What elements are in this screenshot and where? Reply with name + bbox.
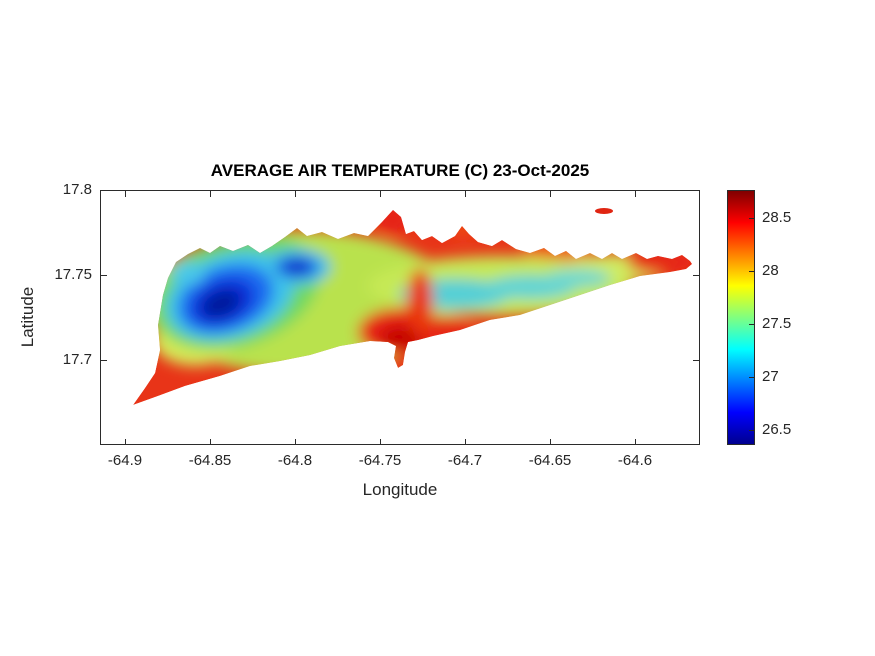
x-tick-label: -64.9 xyxy=(107,452,143,469)
x-tick-mark xyxy=(635,439,636,445)
y-tick-mark xyxy=(101,275,107,276)
blob-cyan-small-west xyxy=(171,261,205,285)
blob-cold-core-north xyxy=(286,261,308,273)
blob-hot-north-protrusion xyxy=(376,210,410,234)
x-tick-mark-top xyxy=(380,191,381,197)
y-tick-label: 17.7 xyxy=(62,351,92,368)
colorbar-tick-mark xyxy=(749,218,754,219)
colorbar-tick-mark xyxy=(749,377,754,378)
colorbar-tick-label: 26.5 xyxy=(762,421,792,438)
y-tick-mark xyxy=(101,190,107,191)
colorbar-tick-mark xyxy=(749,324,754,325)
x-tick-mark xyxy=(550,439,551,445)
x-tick-label: -64.65 xyxy=(528,452,572,469)
x-tick-mark-top xyxy=(635,191,636,197)
x-tick-mark xyxy=(210,439,211,445)
blob-hot-tongue xyxy=(407,268,433,336)
colorbar-tick-label: 27 xyxy=(762,368,779,385)
blob-cold-core xyxy=(201,289,241,319)
colorbar-tick-label: 28 xyxy=(762,262,779,279)
x-tick-mark-top xyxy=(210,191,211,197)
chart-title: AVERAGE AIR TEMPERATURE (C) 23-Oct-2025 xyxy=(210,161,590,180)
x-tick-mark xyxy=(295,439,296,445)
x-tick-mark-top xyxy=(550,191,551,197)
colorbar-tick-mark xyxy=(749,271,754,272)
blob-cyan-central-3 xyxy=(545,269,611,287)
x-tick-label: -64.6 xyxy=(617,452,653,469)
y-tick-label: 17.8 xyxy=(62,181,92,198)
blob-hot-east-tip xyxy=(627,250,692,274)
x-tick-mark xyxy=(125,439,126,445)
island-region xyxy=(133,210,692,405)
y-tick-mark-right xyxy=(693,275,699,276)
x-tick-mark-top xyxy=(295,191,296,197)
blob-hot-north-bump xyxy=(449,219,475,237)
x-tick-label: -64.8 xyxy=(277,452,313,469)
x-tick-label: -64.7 xyxy=(447,452,483,469)
y-axis-label: Latitude xyxy=(18,286,37,348)
x-tick-mark xyxy=(465,439,466,445)
x-tick-mark-top xyxy=(125,191,126,197)
x-tick-label: -64.75 xyxy=(358,452,402,469)
offshore-islet xyxy=(595,208,613,214)
colorbar xyxy=(727,190,755,445)
temperature-field-blobs xyxy=(142,210,692,374)
blob-hot-northeast-shore xyxy=(521,241,589,259)
x-tick-mark-top xyxy=(465,191,466,197)
x-tick-mark xyxy=(380,439,381,445)
colorbar-tick-mark xyxy=(749,430,754,431)
y-tick-mark-right xyxy=(693,360,699,361)
y-tick-mark-right xyxy=(693,190,699,191)
x-tick-label: -64.85 xyxy=(188,452,232,469)
x-axis-label: Longitude xyxy=(362,480,438,499)
colorbar-tick-label: 27.5 xyxy=(762,315,792,332)
colorbar-tick-label: 28.5 xyxy=(762,209,792,226)
temperature-heatmap xyxy=(133,208,692,405)
y-tick-label: 17.75 xyxy=(54,266,92,283)
y-tick-mark xyxy=(101,360,107,361)
